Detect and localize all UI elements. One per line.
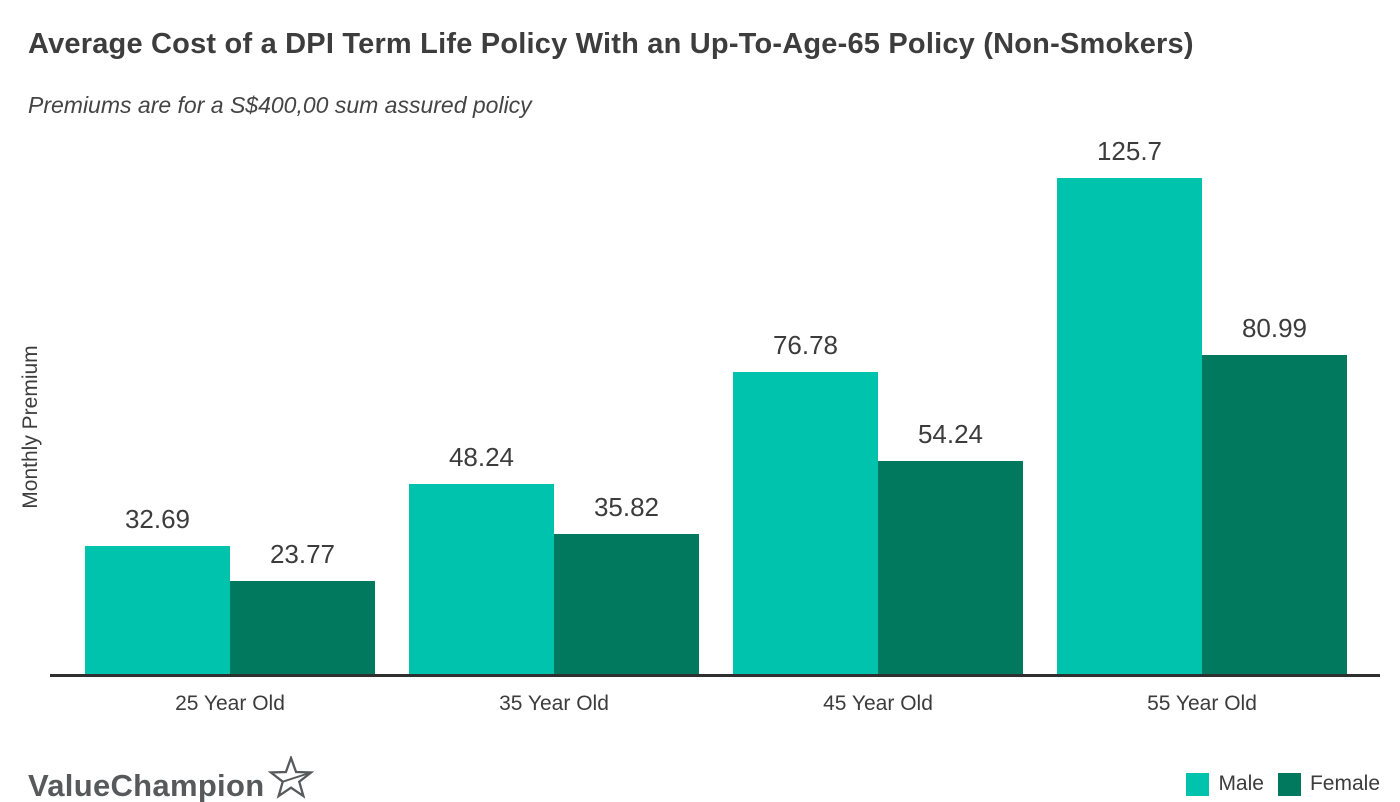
- y-axis-label: Monthly Premium: [19, 345, 42, 509]
- legend-swatch-male: [1186, 772, 1210, 796]
- bar-female-45-year-old: [878, 461, 1023, 675]
- bar-value-label-male-45-year-old: 76.78: [772, 330, 839, 360]
- valuechampion-logo: ValueChampion: [28, 754, 315, 802]
- bar-value-label-male-35-year-old: 48.24: [448, 442, 515, 472]
- x-axis-tick-label-55-year-old: 55 Year Old: [1147, 692, 1257, 715]
- legend-item-male: Male: [1186, 772, 1264, 796]
- bar-female-55-year-old: [1202, 355, 1347, 675]
- page-subtitle: Premiums are for a S$400,00 sum assured …: [28, 92, 532, 118]
- x-axis-tick-label-45-year-old: 45 Year Old: [823, 692, 933, 715]
- x-axis-line: [50, 674, 1380, 677]
- x-axis-tick-label-25-year-old: 25 Year Old: [175, 692, 285, 715]
- bar-value-label-male-55-year-old: 125.7: [1096, 136, 1163, 166]
- bar-value-label-female-55-year-old: 80.99: [1241, 313, 1308, 343]
- legend-label-female: Female: [1309, 772, 1380, 795]
- bar-female-25-year-old: [230, 581, 375, 675]
- bar-value-label-male-25-year-old: 32.69: [124, 504, 191, 534]
- bar-value-label-female-25-year-old: 23.77: [269, 539, 336, 569]
- bar-male-35-year-old: [409, 484, 554, 675]
- legend-item-female: Female: [1277, 772, 1380, 796]
- bar-female-35-year-old: [554, 534, 699, 675]
- bar-male-55-year-old: [1057, 178, 1202, 675]
- legend: Male Female: [1186, 772, 1380, 796]
- legend-label-male: Male: [1218, 772, 1264, 795]
- star-icon: [268, 754, 315, 802]
- x-axis-tick-label-35-year-old: 35 Year Old: [499, 692, 609, 715]
- bar-value-label-female-35-year-old: 35.82: [593, 492, 660, 522]
- logo-text: ValueChampion: [28, 768, 265, 802]
- page-title: Average Cost of a DPI Term Life Policy W…: [28, 28, 1194, 60]
- bar-male-45-year-old: [733, 372, 878, 675]
- bar-value-label-female-45-year-old: 54.24: [917, 419, 984, 449]
- bar-male-25-year-old: [85, 546, 230, 675]
- legend-swatch-female: [1277, 772, 1301, 796]
